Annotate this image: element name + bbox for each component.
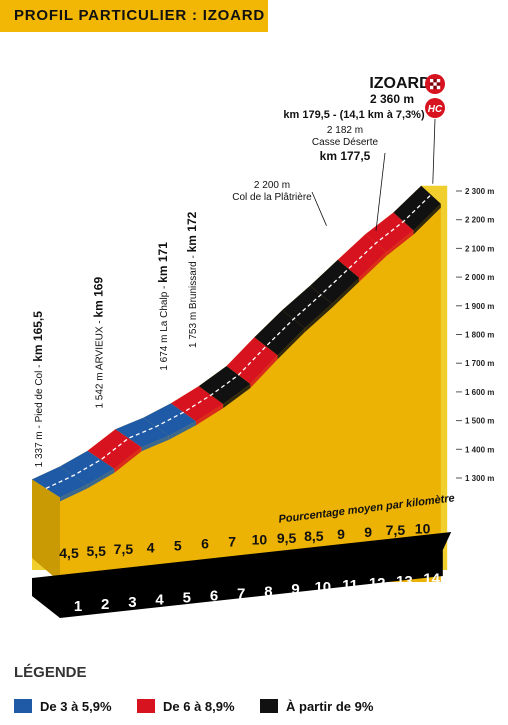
- elevation-chart: 1 300 m 1 400 m 1 500 m 1 600 m 1 700 m 1 800…: [31, 74, 494, 618]
- gradient-label: 8,5: [304, 528, 324, 544]
- profile-front-shade: [60, 203, 441, 583]
- road-edge-5: [168, 421, 196, 440]
- altitude-tick-label: 1 600 m: [465, 388, 494, 397]
- waypoint-labels: 1 337 m - Pied de Col - km 165,5 1 542 m …: [31, 74, 445, 467]
- header-banner: PROFIL PARTICULIER : IZOARD: [0, 0, 268, 32]
- waypoint-label-3: 1 674 m La Chalp - km 171: [156, 242, 170, 371]
- gradient-label: 7,5: [386, 522, 406, 538]
- gradient-label: 9: [364, 524, 372, 540]
- summit-name: IZOARD: [369, 75, 430, 92]
- waypoint-leader: [311, 191, 327, 226]
- road-edge-10: [304, 303, 332, 333]
- altitude-tick-label: 1 300 m: [465, 474, 494, 483]
- road-edge-3: [114, 447, 142, 473]
- altitude-tick-label: 1 700 m: [465, 359, 494, 368]
- km-label: 6: [210, 588, 218, 605]
- profile-front-area: [60, 203, 441, 583]
- summit-km-info: km 179,5 - (14,1 km à 7,3%): [283, 109, 425, 121]
- altitude-tick-label: 1 900 m: [465, 302, 494, 311]
- gradient-label: 10: [252, 532, 268, 548]
- profile-side-face: [32, 479, 60, 582]
- road-centerline: [45, 194, 432, 489]
- altitude-tick-label: 2 200 m: [465, 216, 494, 225]
- gradient-label: 9: [337, 526, 345, 542]
- svg-text:HC: HC: [428, 104, 443, 115]
- gradient-label: 5,5: [86, 543, 106, 559]
- road-segment-2: [59, 450, 115, 485]
- km-label: 5: [183, 590, 191, 607]
- waypoint-label-2: 1 542 m ARVIEUX - km 169: [92, 277, 106, 409]
- km-label: 14: [423, 571, 440, 588]
- legend-label: De 6 à 8,9%: [163, 698, 235, 714]
- summit-leader: [432, 118, 436, 184]
- km-base-band: [32, 532, 452, 618]
- gradient-label: 5: [174, 537, 182, 553]
- gradient-label: 4: [147, 539, 155, 555]
- waypoint-km-6: km 177,5: [320, 149, 371, 163]
- gradient-label: 10: [415, 520, 431, 536]
- km-label: 13: [396, 573, 413, 590]
- hc-category-icon: HC: [425, 98, 445, 118]
- legend-title: LÉGENDE: [14, 664, 87, 681]
- legend-swatch: [137, 699, 155, 713]
- road-segment-8: [226, 337, 278, 384]
- altitude-tick-label: 2 300 m: [465, 187, 494, 196]
- legend-swatch: [14, 699, 32, 713]
- altitude-tick-label: 1 400 m: [465, 445, 494, 454]
- km-base: 1 2 3 4 5 6 7 8 9 10 11 12 13 14: [32, 532, 452, 618]
- road-edge-2: [87, 468, 115, 489]
- altitude-tick-label: 2 100 m: [465, 244, 494, 253]
- summit-altitude: 2 360 m: [370, 92, 414, 106]
- waypoint-name-5: Col de la Plâtrière: [232, 192, 312, 203]
- legend-item: De 6 à 8,9%: [137, 697, 235, 715]
- road-edge-9: [277, 328, 305, 360]
- legend-swatch: [260, 699, 278, 713]
- km-label: 8: [264, 583, 272, 600]
- waypoint-leader: [375, 152, 386, 231]
- waypoint-label-1: 1 337 m - Pied de Col - km 165,5: [31, 311, 45, 468]
- km-label: 11: [342, 577, 358, 594]
- waypoint-name-6: Casse Déserte: [312, 137, 379, 148]
- road-edge-11: [332, 277, 360, 308]
- gradient-label: 9,5: [277, 530, 297, 546]
- road-edge-8: [250, 355, 278, 388]
- altitude-scale: 1 300 m 1 400 m 1 500 m 1 600 m 1 700 m 1 800…: [456, 187, 494, 483]
- km-label: 9: [291, 581, 299, 598]
- road-dashes: [45, 194, 432, 489]
- gradient-label: 4,5: [59, 545, 79, 561]
- km-label: 4: [155, 592, 164, 609]
- road-edge-1: [60, 484, 88, 502]
- road-edge-4: [141, 435, 169, 452]
- page-title: PROFIL PARTICULIER : IZOARD: [14, 7, 266, 24]
- road-segment-4: [115, 417, 169, 448]
- legend-item: À partir de 9%: [260, 697, 373, 715]
- altitude-tick-label: 1 500 m: [465, 417, 494, 426]
- gradient-label: 7,5: [114, 541, 134, 557]
- waypoint-label-6: 2 182 m: [327, 125, 363, 136]
- altitude-tick-label: 2 000 m: [465, 273, 494, 282]
- km-label: 3: [128, 594, 136, 611]
- road-edge-12: [359, 252, 387, 282]
- altitude-tick-label: 1 800 m: [465, 331, 494, 340]
- waypoint-label-5: 2 200 m: [254, 180, 290, 191]
- km-label: 1: [74, 598, 82, 615]
- km-label: 2: [101, 596, 109, 613]
- waypoint-label-4: 1 753 m Brunissard - km 172: [185, 211, 199, 348]
- km-label: 12: [369, 575, 386, 592]
- gradient-label: 7: [228, 534, 236, 550]
- road-edge-13: [386, 230, 414, 256]
- gradient-label: 6: [201, 536, 209, 552]
- legend-item: De 3 à 5,9%: [14, 697, 112, 715]
- km-label: 10: [314, 579, 331, 596]
- legend-label: À partir de 9%: [286, 698, 374, 714]
- legend-label: De 3 à 5,9%: [40, 698, 112, 714]
- road-edge-7: [223, 384, 251, 409]
- road-edge-6: [196, 404, 224, 426]
- checkered-flag-icon: [425, 74, 445, 94]
- profile-ground: [60, 203, 441, 583]
- road-edge-14: [413, 203, 441, 235]
- km-label: 7: [237, 585, 245, 602]
